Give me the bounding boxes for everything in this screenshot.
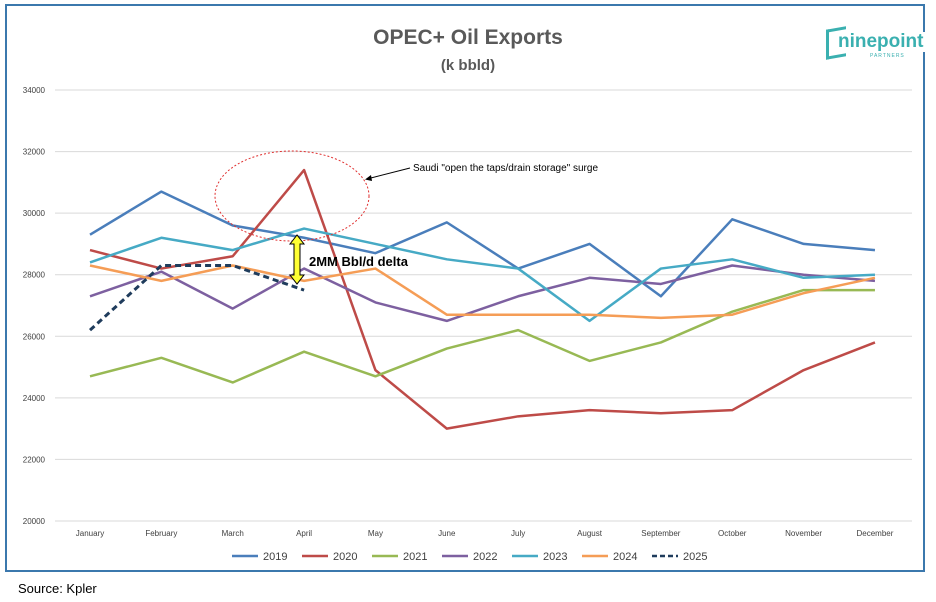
series-line-2020	[89, 168, 876, 430]
x-tick-label: June	[438, 529, 456, 538]
legend: 2019 2020 2021 2022 2023 2024 2025	[232, 551, 707, 563]
surge-arrow-head	[365, 175, 372, 181]
x-tick-label: July	[511, 529, 525, 538]
source-note: Source: Kpler	[18, 581, 97, 596]
y-axis-ticks: 20000 22000 24000 26000 28000 30000 32000 34000	[23, 86, 46, 526]
ninepoint-logo: ninepoint PARTNERS	[826, 26, 926, 62]
surge-arrow-line	[366, 167, 411, 180]
delta-annotation-text: 2MM Bbl/d delta	[309, 254, 409, 269]
y-tick-label: 22000	[23, 455, 46, 464]
x-axis-ticks: January February March April May June July Augu…	[76, 529, 894, 538]
legend-label-2023: 2023	[543, 551, 567, 563]
x-tick-label: January	[76, 529, 104, 538]
x-tick-label: December	[857, 529, 894, 538]
legend-label-2021: 2021	[403, 551, 427, 563]
delta-double-arrow	[288, 234, 306, 285]
x-tick-label: April	[296, 529, 312, 538]
legend-label-2019: 2019	[263, 551, 287, 563]
series-line-2024	[89, 264, 876, 320]
chart-subtitle: (k bbld)	[440, 57, 496, 74]
series-lines	[88, 168, 876, 430]
legend-label-2024: 2024	[613, 551, 637, 563]
x-tick-label: October	[718, 529, 747, 538]
y-tick-label: 32000	[23, 148, 46, 157]
x-tick-label: February	[145, 529, 177, 538]
chart-frame	[5, 4, 925, 572]
legend-label-2022: 2022	[473, 551, 497, 563]
x-tick-label: March	[222, 529, 244, 538]
series-line-2019	[89, 190, 876, 298]
y-tick-label: 26000	[23, 332, 46, 341]
y-tick-label: 24000	[23, 394, 46, 403]
y-tick-label: 30000	[23, 209, 46, 218]
gridlines	[55, 89, 912, 522]
y-tick-label: 34000	[23, 86, 46, 95]
x-tick-label: August	[577, 529, 603, 538]
chart-title: OPEC+ Oil Exports	[373, 26, 563, 49]
series-line-2023	[89, 227, 876, 323]
y-tick-label: 28000	[23, 271, 46, 280]
x-tick-label: May	[368, 529, 383, 538]
series-line-2025	[88, 263, 305, 332]
series-line-2022	[89, 264, 876, 323]
y-tick-label: 20000	[23, 517, 46, 526]
annotations: Saudi "open the taps/drain storage" surg…	[214, 150, 598, 285]
legend-label-2020: 2020	[333, 551, 357, 563]
x-tick-label: November	[785, 529, 822, 538]
series-line-2021	[89, 288, 875, 384]
legend-label-2025: 2025	[683, 551, 707, 563]
surge-annotation-text: Saudi "open the taps/drain storage" surg…	[413, 163, 598, 174]
x-tick-label: September	[641, 529, 680, 538]
